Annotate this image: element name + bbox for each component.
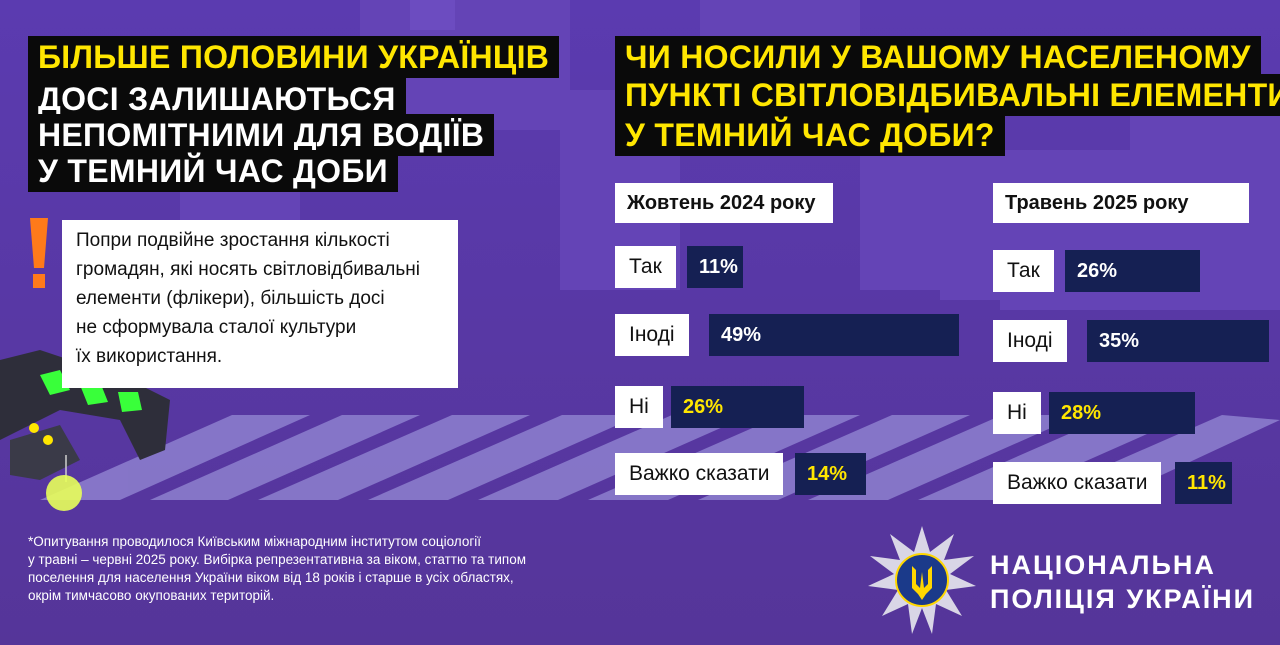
question-line-3: У ТЕМНИЙ ЧАС ДОБИ? [615, 114, 1005, 156]
footnote: *Опитування проводилося Київським міжнар… [28, 533, 526, 605]
note-line: їх використання. [76, 346, 223, 367]
question-line-2: ПУНКТІ СВІТЛОВІДБИВАЛЬНІ ЕЛЕМЕНТИ [615, 74, 1280, 116]
value-label: 35% [1099, 330, 1140, 352]
category-label: Так [993, 250, 1054, 292]
note-line: не сформувала сталої культури [76, 317, 357, 338]
category-label: Ні [993, 392, 1041, 434]
footnote-line: окрім тимчасово окупованих територій. [28, 588, 275, 603]
footnote-line: *Опитування проводилося Київським міжнар… [28, 534, 482, 549]
value-label: 14% [807, 463, 848, 485]
category-label: Іноді [615, 314, 689, 356]
chart-title-1: Жовтень 2024 року [615, 183, 833, 223]
bar [1065, 250, 1200, 292]
brand-line: ПОЛІЦІЯ УКРАЇНИ [990, 584, 1256, 614]
exclamation-icon [30, 218, 48, 288]
note-box: Попри подвійне зростання кількості грома… [62, 220, 458, 388]
footnote-line: поселення для населення України віком ві… [28, 570, 514, 585]
bar [671, 386, 804, 428]
note-line: громадян, які носять світловідбивальні [76, 259, 420, 280]
value-label: 28% [1061, 402, 1102, 424]
police-emblem-icon [868, 526, 976, 634]
category-label: Ні [615, 386, 663, 428]
value-label: 11% [1187, 472, 1226, 494]
category-label: Іноді [993, 320, 1067, 362]
left-headline-line-4: У ТЕМНИЙ ЧАС ДОБИ [28, 150, 398, 192]
value-label: 26% [683, 396, 724, 418]
value-label: 26% [1077, 260, 1118, 282]
note-line: елементи (флікери), більшість досі [76, 288, 385, 309]
left-headline-line-2: ДОСІ ЗАЛИШАЮТЬСЯ [28, 78, 406, 120]
question-line-1: ЧИ НОСИЛИ У ВАШОМУ НАСЕЛЕНОМУ [615, 36, 1261, 78]
value-label: 11% [699, 256, 738, 278]
bar [1087, 320, 1269, 362]
bar [687, 246, 743, 288]
left-headline-line-1: БІЛЬШЕ ПОЛОВИНИ УКРАЇНЦІВ [28, 36, 560, 78]
category-label: Так [615, 246, 676, 288]
brand-line: НАЦІОНАЛЬНА [990, 550, 1216, 580]
bar [1175, 462, 1232, 504]
brand-name: НАЦІОНАЛЬНА ПОЛІЦІЯ УКРАЇНИ [990, 548, 1255, 616]
footnote-line: у травні – червні 2025 року. Вибірка реп… [28, 552, 526, 567]
bar [709, 314, 959, 356]
value-label: 49% [721, 324, 762, 346]
bar [795, 453, 866, 495]
note-line: Попри подвійне зростання кількості [76, 230, 390, 251]
left-headline-line-3: НЕПОМІТНИМИ ДЛЯ ВОДІЇВ [28, 114, 495, 156]
chart-title-2: Травень 2025 року [993, 183, 1249, 223]
category-label: Важко сказати [615, 453, 784, 495]
category-label: Важко сказати [993, 462, 1162, 504]
bar [1049, 392, 1195, 434]
